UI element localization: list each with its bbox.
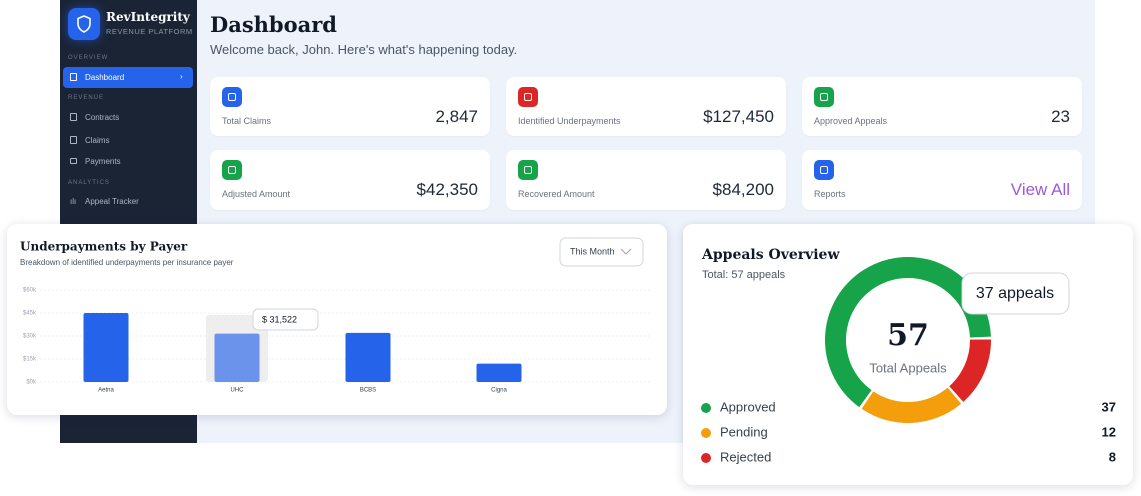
tooltip xyxy=(252,308,319,331)
stat-value: 2,847 xyxy=(435,107,478,126)
stat-label: Identified Underpayments xyxy=(518,116,621,126)
legend-label: Rejected xyxy=(720,449,771,464)
stat-icon xyxy=(518,160,538,180)
stat-card xyxy=(802,77,1082,136)
stat-card xyxy=(506,77,786,136)
nav-icon xyxy=(70,113,77,121)
nav-item[interactable]: Dashboard xyxy=(85,73,125,82)
bar xyxy=(476,363,522,382)
stat-label: Reports xyxy=(814,189,846,199)
y-tick-label: $15k xyxy=(23,357,37,363)
dropdown-chevron xyxy=(620,248,632,255)
x-tick-label: Cigna xyxy=(491,388,507,394)
stat-label: Approved Appeals xyxy=(814,116,888,126)
donut-chart: Appeals Overview Total: 57 appeals 57 Total… xyxy=(701,247,1116,464)
stat-icon xyxy=(222,160,242,180)
stat-icon xyxy=(814,160,834,180)
stat-card xyxy=(210,150,490,210)
logo-icon xyxy=(77,15,91,33)
legend-label: Approved xyxy=(720,399,776,414)
bar xyxy=(345,332,391,382)
chart-subtitle: Total: 57 appeals xyxy=(702,269,786,281)
nav-item[interactable]: Payments xyxy=(85,157,121,166)
x-tick-label: Aetna xyxy=(98,388,114,394)
stat-label: Recovered Amount xyxy=(518,189,595,199)
stat-icon xyxy=(222,87,242,107)
donut-segment xyxy=(861,387,962,423)
nav-active[interactable] xyxy=(63,67,193,88)
nav-section: REVENUE xyxy=(68,95,105,101)
filter-dropdown[interactable] xyxy=(559,237,644,267)
center-label: Total Appeals xyxy=(869,360,947,375)
nav-icon xyxy=(70,158,77,164)
nav-section: ANALYTICS xyxy=(68,180,110,186)
y-tick-label: $0k xyxy=(26,380,37,386)
nav-section: OVERVIEW xyxy=(68,55,109,61)
bar xyxy=(214,333,260,382)
nav-item[interactable]: Contracts xyxy=(85,113,120,122)
legend-dot xyxy=(701,453,711,463)
underpayments-card: Underpayments by Payer Breakdown of ident… xyxy=(7,224,667,415)
filter-label: This Month xyxy=(570,246,615,256)
nav-icon xyxy=(70,73,77,81)
stat-value: 23 xyxy=(1051,107,1070,126)
nav-item[interactable]: Claims xyxy=(85,136,110,145)
legend-label: Pending xyxy=(720,424,768,439)
center-value: 57 xyxy=(887,318,929,353)
stat-value: $84,200 xyxy=(712,180,774,199)
stat-card xyxy=(210,77,490,136)
appeals-card: Appeals Overview Total: 57 appeals 57 Total… xyxy=(683,224,1133,485)
chart-subtitle: Breakdown of identified underpayments pe… xyxy=(20,258,234,267)
stat-label: Adjusted Amount xyxy=(222,189,291,199)
stat-card xyxy=(802,150,1082,210)
legend-dot xyxy=(701,403,711,413)
brand: RevIntegrity xyxy=(106,10,190,24)
stat-value: $127,450 xyxy=(703,107,774,126)
stat-label: Total Claims xyxy=(222,116,272,126)
chart-title: Appeals Overview xyxy=(701,247,840,263)
tooltip-label: $ 31,522 xyxy=(262,314,297,324)
nav-item[interactable]: Appeal Tracker xyxy=(85,197,139,206)
legend-value: 12 xyxy=(1102,424,1116,439)
x-tick-label: BCBS xyxy=(360,388,376,394)
nav-icon xyxy=(70,136,77,144)
bar xyxy=(83,313,129,382)
legend-value: 37 xyxy=(1102,399,1116,414)
stat-value: $42,350 xyxy=(416,180,478,199)
callout-label: 37 appeals xyxy=(976,285,1054,302)
bar-chart: Underpayments by Payer Breakdown of ident… xyxy=(20,237,650,394)
stat-card xyxy=(506,150,786,210)
callout xyxy=(961,272,1070,315)
stat-icon xyxy=(814,87,834,107)
tagline: REVENUE PLATFORM xyxy=(106,27,193,36)
legend-value: 8 xyxy=(1109,449,1116,464)
y-tick-label: $45k xyxy=(23,311,37,317)
y-tick-label: $30k xyxy=(23,334,37,340)
legend-dot xyxy=(701,428,711,438)
page-title: Dashboard xyxy=(210,12,337,37)
logo xyxy=(68,8,100,40)
nav-icon: ılı xyxy=(70,197,77,206)
x-tick-label: UHC xyxy=(231,388,245,394)
view-all-link[interactable]: View All xyxy=(1010,180,1070,199)
y-tick-label: $60k xyxy=(23,288,37,294)
page-subtitle: Welcome back, John. Here's what's happen… xyxy=(210,42,518,57)
donut-segment xyxy=(949,339,991,402)
stat-icon xyxy=(518,87,538,107)
chevron: › xyxy=(180,72,183,81)
chart-title: Underpayments by Payer xyxy=(20,240,188,254)
